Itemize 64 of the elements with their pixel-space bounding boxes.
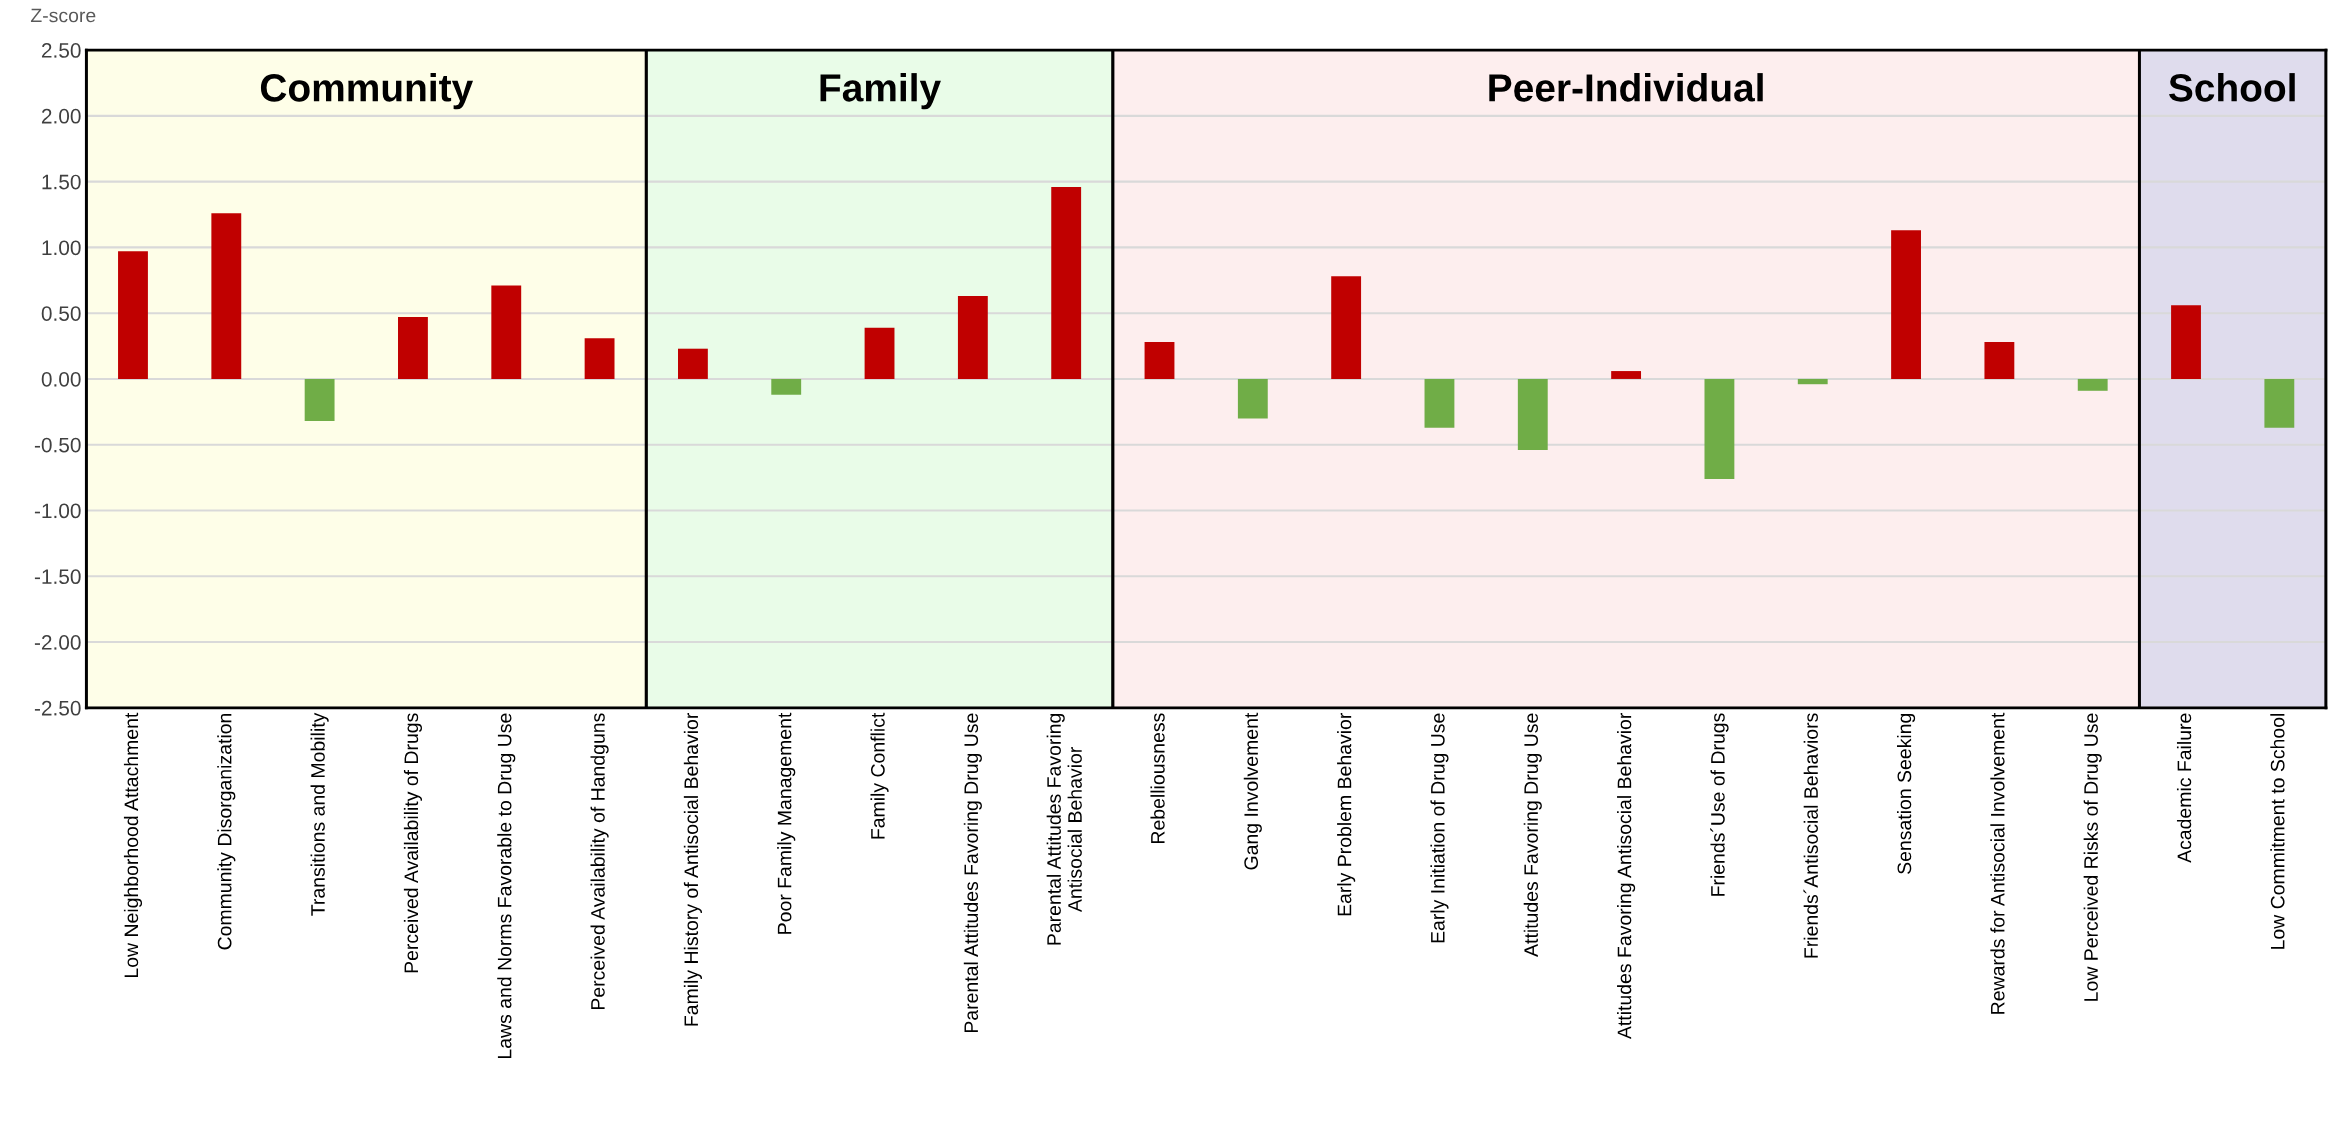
band-label: Peer-Individual [1489,73,1763,102]
y-tick-label: 0.50 [41,306,81,321]
bar [2171,305,2201,379]
bar [2264,378,2295,428]
x-tick-label: Early Initiation of Drug Use [1430,713,1449,943]
bar [957,296,988,379]
bar [677,348,708,379]
x-tick-label: Rewards for Antisocial Involvement [1990,712,2005,1014]
x-tick-label: Friends´Use of Drugs [1710,713,1729,896]
bar [1704,378,1735,479]
band-label: School [2168,73,2295,102]
x-tick-label: Low Commitment to School [2270,713,2285,949]
x-tick-label: Community Disorganization [217,713,236,950]
band-label: Community [260,73,474,110]
x-tick-label: Friends´Antisocial Behaviors [1803,713,1818,958]
x-tick-label: Family Conflict [870,712,889,839]
x-tick-label: Rebelliousness [1150,713,1165,843]
x-tick-label: Sensation Seeking [1897,713,1916,874]
bar [864,327,895,379]
y-tick-label: 1.00 [42,240,81,256]
x-tick-label: Parental Attitudes Favoring Antisocial Behavior [1046,713,1082,945]
y-tick-label: -2.00 [34,635,81,650]
bar [1797,378,1828,385]
bar [771,378,802,395]
x-tick-label: Transitions and Mobility [310,712,329,916]
x-tick-label: Low Neighborhood Attachment [123,712,143,977]
x-tick-label: Attitudes Favoring Antisocial Behavior [1617,713,1636,1040]
bar [1984,342,2015,379]
bar [1144,342,1175,379]
y-tick-label: 1.50 [42,174,81,190]
x-tick-label: Low Perceived Risks of Drug Use [2083,713,2102,1001]
x-tick-label: Early Problem Behavior [1337,713,1356,916]
bar [1051,186,1082,379]
x-tick-label: Poor Family Management [777,712,796,934]
bar [1424,378,1455,428]
x-tick-label: Perceived Availability of Drugs [403,713,422,973]
x-tick-label: Perceived Availability of Handguns [590,713,609,1010]
y-tick-label: -0.50 [34,437,81,453]
bar [1611,371,1642,379]
bar [211,213,242,379]
x-tick-label: Attitudes Favoring Drug Use [1523,713,1542,957]
bar [1891,230,1921,379]
bar [1237,378,1268,419]
x-tick-label: Gang Involvement [1243,712,1262,870]
x-tick-label: Academic Failure [2176,713,2192,863]
bar [304,378,335,422]
y-tick-label: -1.00 [34,503,81,519]
x-tick-label: Laws and Norms Favorable to Drug Use [497,713,516,1058]
y-tick-label: -1.50 [34,569,81,585]
x-tick-label: Family History of Antisocial Behavior [683,713,702,1026]
bar [491,285,522,379]
bar [1517,378,1548,450]
y-tick-label: 2.00 [41,108,81,124]
bar [2077,378,2108,391]
x-tick-label: Parental Attitudes Favoring Drug Use [963,713,982,1033]
y-tick-label: 2.50 [41,43,81,58]
bar [118,251,148,379]
bar [1331,276,1362,379]
y-axis-title: Z-score [30,8,96,23]
bar [584,338,615,379]
y-tick-label: -2.50 [34,700,81,716]
y-tick-label: 0.00 [41,371,81,387]
band-label: Family [820,73,941,110]
bar [398,317,428,379]
